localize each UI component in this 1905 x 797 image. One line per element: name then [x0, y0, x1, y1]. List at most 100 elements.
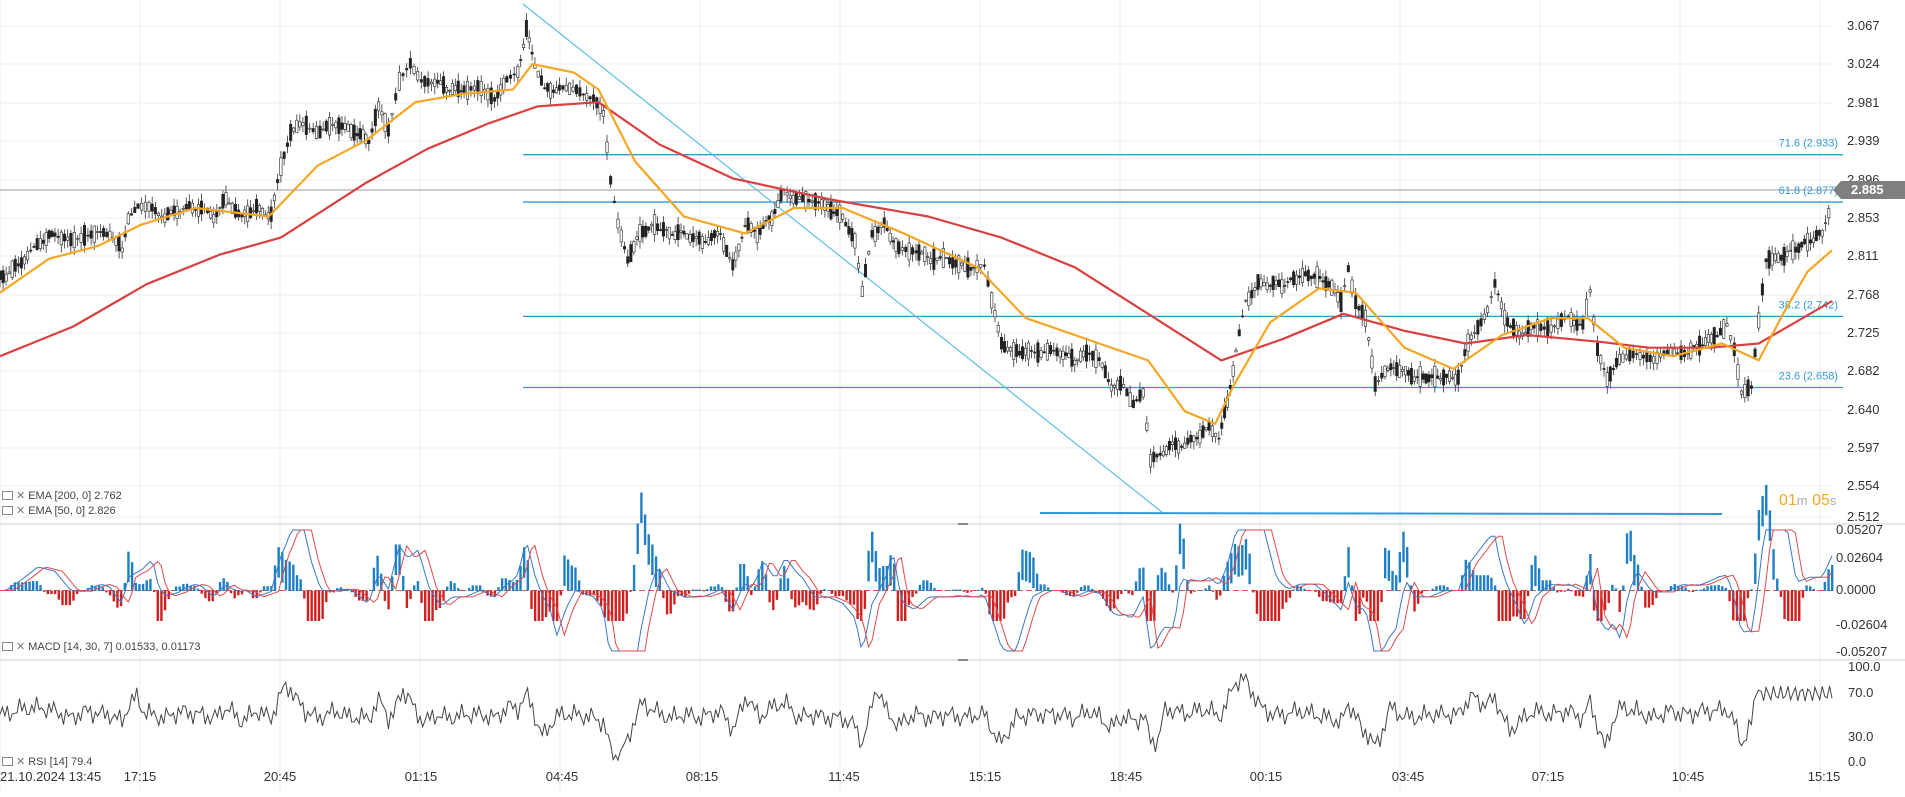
candle-body — [292, 127, 296, 132]
macd-histogram-bar — [193, 585, 196, 591]
macd-histogram-bar — [314, 590, 317, 621]
candle-body — [725, 244, 729, 257]
candle-body — [929, 258, 933, 264]
candle-body — [321, 128, 325, 131]
candle-body — [433, 78, 437, 87]
candle-body — [1049, 345, 1053, 355]
candle-body — [1006, 346, 1010, 352]
macd-histogram-bar — [632, 564, 636, 591]
candle-body — [1300, 267, 1304, 283]
macd-histogram-bar — [808, 590, 812, 610]
candle-body — [1119, 375, 1123, 391]
candle-body — [1631, 350, 1635, 359]
candle-body — [1770, 253, 1774, 266]
macd-histogram-bar — [1303, 588, 1306, 591]
candle-body — [184, 203, 188, 210]
candle-body — [1412, 376, 1416, 382]
candle-body — [157, 212, 161, 216]
candle-body — [1321, 280, 1325, 283]
settings-icon[interactable] — [2, 756, 13, 766]
candle-body — [386, 124, 390, 137]
settings-icon[interactable] — [2, 641, 13, 651]
macd-legend[interactable]: ✕ MACD [14, 30, 7] 0.01533, 0.01173 — [2, 640, 200, 653]
candle-body — [1445, 373, 1449, 378]
candle-body — [140, 203, 144, 211]
candle-body — [502, 78, 506, 91]
rsi-legend[interactable]: ✕ RSI [14] 79.4 — [2, 755, 92, 768]
macd-histogram-bar — [303, 590, 306, 599]
macd-histogram-bar — [416, 581, 420, 591]
macd-histogram-bar — [1523, 590, 1526, 620]
macd-histogram-bar — [691, 589, 694, 591]
candle-body — [1645, 352, 1649, 363]
candle-body — [1, 270, 5, 284]
macd-histogram-bar — [299, 579, 302, 591]
macd-histogram-bar — [127, 551, 130, 583]
macd-histogram-bar — [1482, 575, 1486, 591]
candle-body — [1809, 239, 1813, 244]
candle-body — [1635, 353, 1639, 355]
candle-body — [888, 232, 892, 242]
macd-histogram-bar — [936, 590, 940, 591]
candle-body — [920, 251, 924, 255]
close-icon[interactable]: ✕ — [16, 490, 26, 502]
macd-histogram-bar — [929, 582, 933, 591]
macd-histogram-bar — [1728, 590, 1731, 602]
candle-body — [658, 229, 662, 231]
close-icon[interactable]: ✕ — [16, 641, 26, 653]
macd-tick-label: -0.02604 — [1836, 617, 1887, 632]
candle-body — [304, 115, 308, 135]
settings-icon[interactable] — [2, 505, 13, 515]
ema200-legend[interactable]: ✕ EMA [200, 0] 2.762 — [2, 489, 122, 502]
macd-histogram-bar — [424, 590, 427, 621]
candle-body — [133, 207, 137, 214]
macd-histogram-bar — [1515, 590, 1519, 617]
macd-tick-label: -0.05207 — [1836, 644, 1887, 659]
candle-body — [612, 200, 616, 203]
candle-body — [1170, 441, 1174, 445]
candle-body — [249, 207, 253, 218]
close-icon[interactable]: ✕ — [16, 756, 26, 768]
settings-icon[interactable] — [2, 490, 13, 500]
macd-histogram-bar — [1717, 584, 1720, 591]
candle-body — [86, 234, 90, 237]
macd-histogram-bar — [1354, 590, 1358, 621]
ema50-legend[interactable]: ✕ EMA [50, 0] 2.826 — [2, 504, 116, 517]
macd-histogram-bar — [607, 590, 610, 621]
candle-body — [1070, 348, 1074, 367]
macd-histogram-bar — [270, 586, 273, 591]
candle-body — [1324, 276, 1328, 291]
candle-body — [450, 83, 454, 95]
candle-body — [352, 124, 356, 141]
time-tick-label: 18:45 — [1110, 769, 1143, 784]
candle-body — [990, 292, 994, 309]
macd-histogram-bar — [262, 586, 266, 591]
macd-histogram-bar — [863, 590, 867, 609]
macd-histogram-bar — [673, 590, 676, 605]
macd-histogram-bar — [980, 587, 984, 591]
macd-histogram-bar — [1783, 590, 1786, 620]
candle-body — [629, 244, 633, 263]
macd-histogram-bar — [1431, 588, 1435, 591]
price-tick-label: 2.981 — [1847, 95, 1880, 110]
candle-body — [98, 231, 102, 233]
macd-histogram-bar — [797, 590, 801, 606]
candle-body — [1599, 355, 1603, 365]
candle-body — [89, 230, 93, 239]
candle-body — [1141, 388, 1145, 398]
macd-histogram-bar — [812, 590, 815, 611]
macd-histogram-bar — [1710, 585, 1713, 591]
candle-body — [79, 233, 83, 243]
candle-body — [661, 222, 665, 237]
candle-body — [1339, 291, 1343, 313]
macd-histogram-bar — [130, 562, 134, 591]
macd-histogram-bar — [1765, 484, 1768, 516]
macd-histogram-bar — [1757, 509, 1761, 541]
macd-histogram-bar — [1820, 590, 1823, 591]
candle-body — [311, 128, 315, 133]
close-icon[interactable]: ✕ — [16, 505, 26, 517]
candle-body — [841, 213, 845, 220]
candle-body — [1241, 315, 1245, 318]
macd-histogram-bar — [1548, 580, 1552, 591]
